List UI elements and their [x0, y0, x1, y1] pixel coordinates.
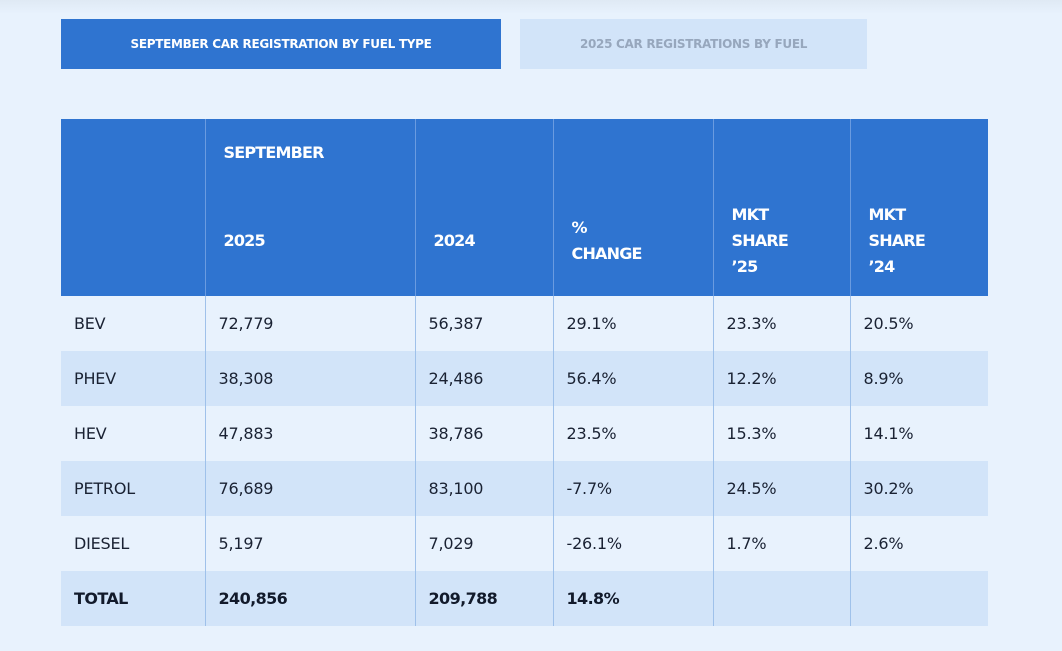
cell-fuel: PETROL	[61, 461, 206, 516]
cell-2025: 38,308	[205, 351, 416, 406]
header-2025-cell: SEPTEMBER 2025	[205, 119, 416, 296]
cell-change: 29.1%	[553, 296, 714, 351]
table-row: PHEV 38,308 24,486 56.4% 12.2% 8.9%	[61, 351, 988, 406]
header-2024-cell: 2024	[415, 119, 554, 296]
tab-2025-registrations-by-fuel[interactable]: 2025 CAR REGISTRATIONS BY FUEL	[520, 19, 867, 69]
tab-label: 2025 CAR REGISTRATIONS BY FUEL	[579, 37, 808, 51]
table-row: BEV 72,779 56,387 29.1% 23.3% 20.5%	[61, 296, 988, 351]
header-2025-label: 2025	[223, 231, 266, 250]
cell-2024: 209,788	[415, 571, 554, 626]
cell-fuel: TOTAL	[61, 571, 206, 626]
cell-change: -7.7%	[553, 461, 714, 516]
cell-share-25: 1.7%	[713, 516, 851, 571]
cell-2024: 56,387	[415, 296, 554, 351]
cell-fuel: PHEV	[61, 351, 206, 406]
top-shade	[0, 0, 1062, 14]
header-mkt-share-24-cell: MKT SHARE ’24	[850, 119, 988, 296]
cell-2025: 72,779	[205, 296, 416, 351]
tab-september-registration-by-fuel[interactable]: SEPTEMBER CAR REGISTRATION BY FUEL TYPE	[61, 19, 501, 69]
header-mkt24-line2: SHARE	[868, 231, 926, 250]
table-row: DIESEL 5,197 7,029 -26.1% 1.7% 2.6%	[61, 516, 988, 571]
cell-share-24: 2.6%	[850, 516, 988, 571]
cell-2025: 76,689	[205, 461, 416, 516]
cell-share-24: 20.5%	[850, 296, 988, 351]
header-fuel-cell	[61, 119, 206, 296]
cell-change: 14.8%	[553, 571, 714, 626]
table-row: HEV 47,883 38,786 23.5% 15.3% 14.1%	[61, 406, 988, 461]
cell-2024: 7,029	[415, 516, 554, 571]
header-change-cell: % CHANGE	[553, 119, 714, 296]
cell-fuel: HEV	[61, 406, 206, 461]
table-total-row: TOTAL 240,856 209,788 14.8%	[61, 571, 988, 626]
cell-share-25: 15.3%	[713, 406, 851, 461]
cell-share-24: 14.1%	[850, 406, 988, 461]
cell-2025: 240,856	[205, 571, 416, 626]
cell-change: -26.1%	[553, 516, 714, 571]
cell-2025: 47,883	[205, 406, 416, 461]
cell-change: 56.4%	[553, 351, 714, 406]
table-header-row: SEPTEMBER 2025 2024 % CHANGE MKT SHARE ’…	[61, 119, 988, 296]
cell-share-24: 30.2%	[850, 461, 988, 516]
cell-change: 23.5%	[553, 406, 714, 461]
cell-fuel: DIESEL	[61, 516, 206, 571]
cell-share-25: 12.2%	[713, 351, 851, 406]
cell-2025: 5,197	[205, 516, 416, 571]
cell-fuel: BEV	[61, 296, 206, 351]
header-mkt-share-25-cell: MKT SHARE ’25	[713, 119, 851, 296]
header-change-line1: %	[571, 218, 588, 237]
table-row: PETROL 76,689 83,100 -7.7% 24.5% 30.2%	[61, 461, 988, 516]
header-group-label: SEPTEMBER	[223, 143, 325, 162]
header-mkt24-line1: MKT	[868, 205, 907, 224]
cell-share-25: 24.5%	[713, 461, 851, 516]
header-2024-label: 2024	[433, 231, 476, 250]
cell-2024: 83,100	[415, 461, 554, 516]
cell-share-25: 23.3%	[713, 296, 851, 351]
header-change-line2: CHANGE	[571, 244, 643, 263]
header-mkt25-line3: ’25	[731, 257, 759, 276]
tab-label: SEPTEMBER CAR REGISTRATION BY FUEL TYPE	[130, 37, 432, 51]
cell-share-24: 8.9%	[850, 351, 988, 406]
cell-share-24	[850, 571, 988, 626]
header-mkt25-line2: SHARE	[731, 231, 789, 250]
cell-2024: 38,786	[415, 406, 554, 461]
cell-2024: 24,486	[415, 351, 554, 406]
registration-table: SEPTEMBER 2025 2024 % CHANGE MKT SHARE ’…	[61, 119, 988, 626]
header-mkt25-line1: MKT	[731, 205, 770, 224]
header-mkt24-line3: ’24	[868, 257, 896, 276]
cell-share-25	[713, 571, 851, 626]
